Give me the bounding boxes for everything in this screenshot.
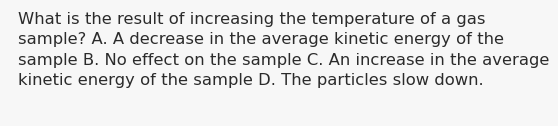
Text: What is the result of increasing the temperature of a gas
sample? A. A decrease : What is the result of increasing the tem… [18,12,550,88]
